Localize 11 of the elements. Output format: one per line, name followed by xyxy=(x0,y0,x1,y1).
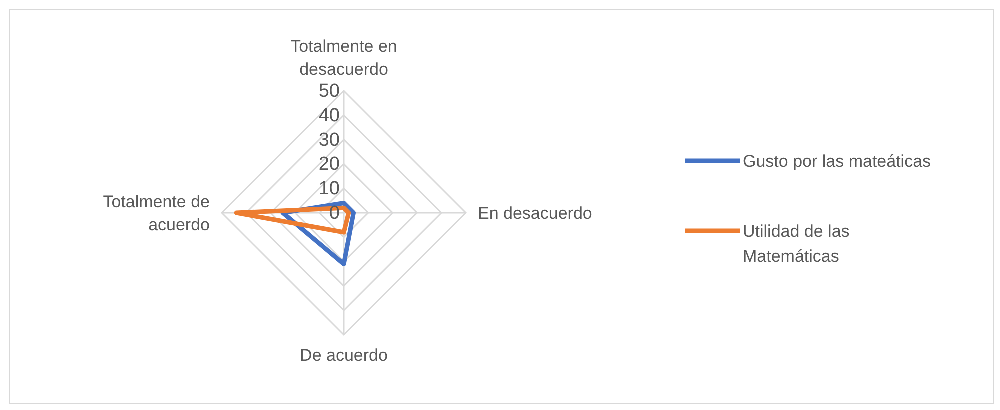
spoke-label: En desacuerdo xyxy=(478,204,592,223)
y-tick-label: 30 xyxy=(318,130,340,151)
spoke-label: De acuerdo xyxy=(300,346,388,365)
y-tick-label: 50 xyxy=(318,81,340,102)
y-tick-label: 10 xyxy=(318,178,340,200)
legend-label: Gusto por las mateáticas xyxy=(743,152,932,171)
spoke-label: Totalmente en desacuerdo xyxy=(290,37,398,79)
legend-label: Utilidad de las Matemáticas xyxy=(743,222,850,266)
spoke-label: Totalmente de acuerdo xyxy=(103,192,210,234)
y-tick-label: 20 xyxy=(318,154,340,176)
y-tick-label: 40 xyxy=(318,105,340,126)
